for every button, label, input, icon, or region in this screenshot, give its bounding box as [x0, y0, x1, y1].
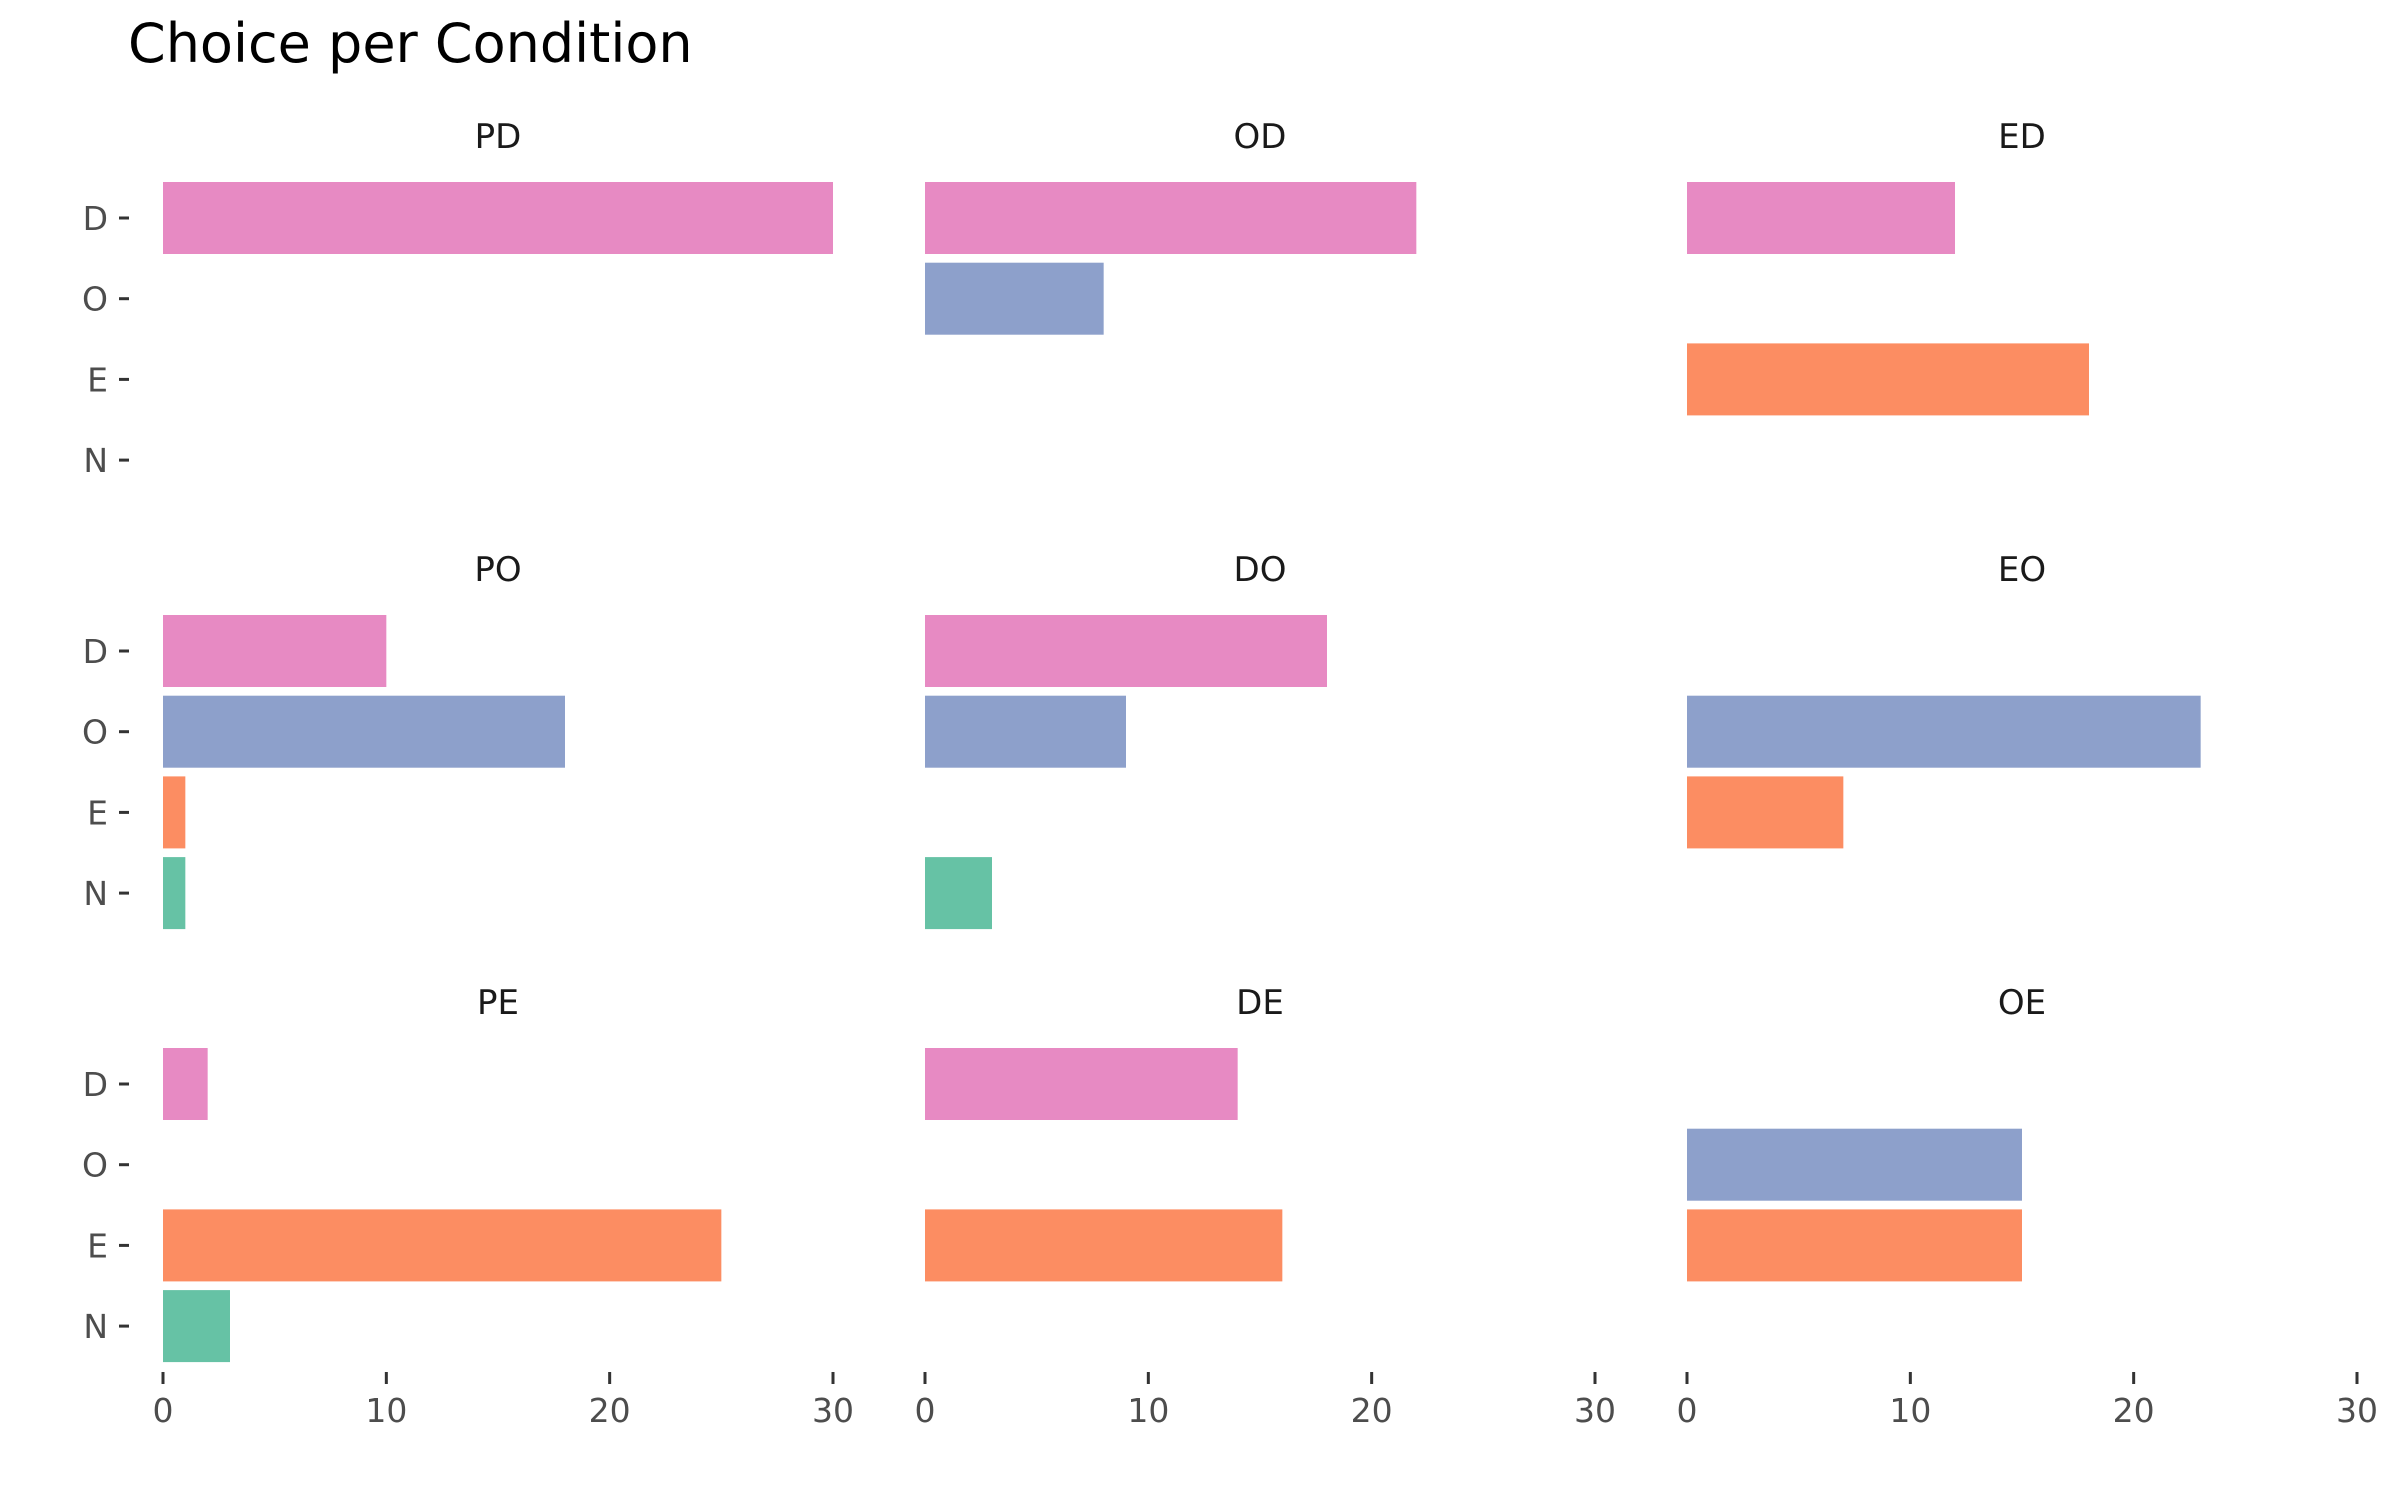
x-tick-label-20: 20	[1351, 1391, 1393, 1430]
panel-oe: OE 0 10 20 30	[1677, 983, 2379, 1430]
x-tick-label-0: 0	[153, 1391, 174, 1430]
bar-do-o	[925, 695, 1126, 768]
panel-title-do: DO	[1234, 550, 1287, 590]
panel-de: DE 0 10 20 30	[915, 983, 1617, 1430]
bar-oe-e	[1687, 1209, 2022, 1282]
x-tick-label-30: 30	[1574, 1391, 1616, 1430]
panel-title-pe: PE	[477, 983, 519, 1023]
bar-od-o	[925, 262, 1104, 335]
x-tick-label-30: 30	[2336, 1391, 2378, 1430]
y-tick-label-d: D	[83, 1065, 108, 1104]
bar-po-n	[163, 857, 186, 930]
panel-title-de: DE	[1236, 983, 1284, 1023]
x-tick-label-0: 0	[915, 1391, 936, 1430]
x-tick-label-20: 20	[589, 1391, 631, 1430]
bar-pd-d	[163, 182, 833, 254]
panel-title-po: PO	[474, 550, 521, 590]
y-tick-label-o: O	[82, 280, 108, 319]
bar-de-e	[925, 1209, 1283, 1282]
x-tick-label-10: 10	[365, 1391, 407, 1430]
x-tick-label-0: 0	[1677, 1391, 1698, 1430]
bar-po-o	[163, 695, 565, 768]
y-tick-label-d: D	[83, 199, 108, 238]
x-tick-label-20: 20	[2113, 1391, 2155, 1430]
y-tick-label-e: E	[87, 360, 108, 399]
panel-po: PO D O E N	[82, 550, 565, 930]
bar-do-d	[925, 615, 1327, 687]
bar-pe-e	[163, 1209, 722, 1282]
y-tick-label-e: E	[87, 793, 108, 832]
y-tick-label-n: N	[83, 874, 108, 913]
bar-eo-o	[1687, 695, 2201, 768]
bar-de-d	[925, 1048, 1238, 1120]
panel-ed: ED	[1687, 117, 2089, 416]
y-tick-label-d: D	[83, 632, 108, 671]
panel-title-pd: PD	[475, 117, 522, 157]
x-tick-label-10: 10	[1889, 1391, 1931, 1430]
panel-od: OD	[925, 117, 1417, 335]
bar-pe-n	[163, 1290, 230, 1363]
bar-eo-e	[1687, 776, 1844, 849]
bar-do-n	[925, 857, 992, 930]
panel-pe: PE D O E N 0 10 20 30	[82, 983, 854, 1430]
panel-title-oe: OE	[1998, 983, 2046, 1023]
y-tick-label-o: O	[82, 1146, 108, 1185]
bar-ed-d	[1687, 182, 1955, 254]
panel-pd: PD D O E N	[82, 117, 833, 480]
y-tick-label-o: O	[82, 713, 108, 752]
panel-eo: EO	[1687, 550, 2201, 849]
bar-ed-e	[1687, 343, 2089, 416]
x-tick-label-30: 30	[812, 1391, 854, 1430]
bar-oe-o	[1687, 1128, 2022, 1201]
bar-po-d	[163, 615, 387, 687]
x-tick-label-10: 10	[1127, 1391, 1169, 1430]
bar-pe-d	[163, 1048, 208, 1120]
y-tick-label-n: N	[83, 441, 108, 480]
panel-title-ed: ED	[1998, 117, 2046, 157]
y-tick-label-e: E	[87, 1226, 108, 1265]
bar-po-e	[163, 776, 186, 849]
panel-do: DO	[925, 550, 1327, 930]
chart-title: Choice per Condition	[128, 12, 693, 75]
panel-title-eo: EO	[1998, 550, 2046, 590]
panel-title-od: OD	[1234, 117, 1287, 157]
y-tick-label-n: N	[83, 1307, 108, 1346]
bar-od-d	[925, 182, 1417, 254]
